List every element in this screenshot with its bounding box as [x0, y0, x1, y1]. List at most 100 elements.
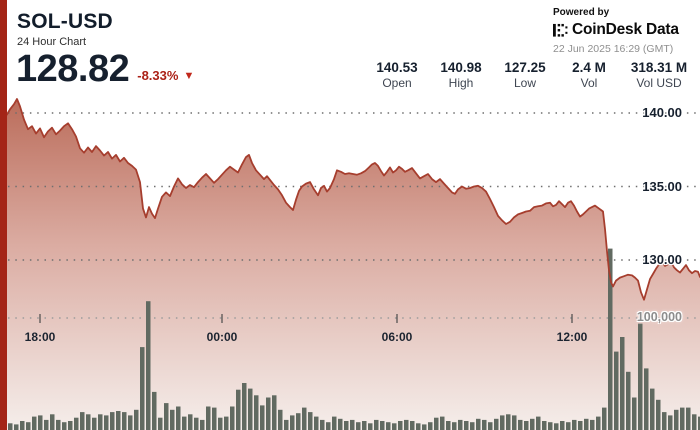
volume-bar — [8, 423, 13, 430]
volume-bar — [488, 422, 493, 430]
vol-value: 2.4 M — [572, 60, 606, 75]
volume-bar — [620, 337, 625, 430]
stat-high: 140.98 High — [429, 60, 493, 90]
time-axis-label-0600: 06:00 — [381, 330, 413, 344]
current-price: 128.82 — [16, 48, 130, 90]
volume-bar — [626, 371, 631, 430]
volume-bar — [572, 419, 577, 430]
volume-bar — [392, 423, 397, 430]
volume-bar — [602, 407, 607, 430]
volume-bar — [116, 411, 121, 430]
volume-bar — [554, 423, 559, 430]
stat-vol: 2.4 M Vol — [557, 60, 621, 90]
price-axis-label-135: 135.00 — [642, 179, 682, 194]
volume-bar — [296, 413, 301, 430]
volume-bar — [20, 421, 25, 430]
volume-bar — [692, 414, 697, 430]
volume-bar — [386, 422, 391, 430]
volume-axis-label-100k: 100,000 — [636, 310, 682, 324]
low-value: 127.25 — [504, 60, 546, 75]
price-area — [7, 99, 700, 430]
volume-bar — [122, 412, 127, 430]
volume-bar — [128, 415, 133, 430]
volume-bar — [578, 421, 583, 430]
open-label: Open — [382, 76, 412, 90]
volume-bar — [530, 418, 535, 430]
volume-bar — [416, 423, 421, 430]
volume-bar — [284, 419, 289, 430]
volume-bar — [656, 399, 661, 430]
volume-bar — [134, 409, 139, 430]
volume-bar — [518, 419, 523, 430]
volume-bar — [248, 388, 253, 430]
time-axis-label-1200: 12:00 — [556, 330, 588, 344]
volume-bar — [680, 407, 685, 430]
volume-bar — [494, 418, 499, 430]
high-label: High — [448, 76, 474, 90]
volume-bar — [242, 383, 247, 430]
coindesk-data-link[interactable]: CoinDesk Data — [553, 21, 679, 39]
volume-bar — [32, 416, 37, 430]
volume-bar — [380, 421, 385, 430]
volume-bar — [218, 417, 223, 430]
price-line — [6, 98, 700, 301]
price-axis-label-140: 140.00 — [642, 105, 682, 120]
volume-bar — [92, 417, 97, 430]
time-axis-label-1800: 18:00 — [24, 330, 56, 344]
volume-bar — [38, 415, 43, 430]
volume-bar — [212, 407, 217, 430]
volume-bar — [536, 416, 541, 430]
volume-bar — [500, 415, 505, 430]
powered-by-label: Powered by — [553, 7, 610, 18]
volume-bar — [260, 405, 265, 430]
volume-bar — [272, 395, 277, 430]
volume-bar — [344, 421, 349, 430]
volume-bar — [464, 421, 469, 430]
coindesk-data-wordmark: CoinDesk Data — [572, 21, 679, 38]
volume-bar — [206, 406, 211, 430]
volume-bar — [278, 409, 283, 430]
volume-bar — [314, 416, 319, 430]
open-value: 140.53 — [376, 60, 418, 75]
volume-bar — [302, 407, 307, 430]
volume-bars — [8, 248, 700, 430]
timestamp: 22 Jun 2025 16:29 (GMT) — [553, 43, 674, 55]
volume-bar — [452, 422, 457, 430]
volume-bar — [290, 415, 295, 430]
volume-bar — [560, 421, 565, 430]
chart-subtitle: 24 Hour Chart — [17, 36, 87, 48]
price-axis-label-130: 130.00 — [642, 252, 682, 267]
price-row: 128.82 -8.33% ▼ — [16, 49, 194, 89]
volume-bar — [674, 409, 679, 430]
volume-bar — [362, 421, 367, 430]
volume-bar — [662, 412, 667, 430]
volume-bar — [404, 419, 409, 430]
volume-bar — [188, 414, 193, 430]
volume-bar — [584, 418, 589, 430]
volume-bar — [458, 419, 463, 430]
volume-bar — [596, 416, 601, 430]
volume-bar — [308, 412, 313, 430]
volume-bar — [410, 421, 415, 430]
volume-bar — [686, 407, 691, 430]
volume-bar — [632, 397, 637, 430]
volume-bar — [506, 414, 511, 430]
stat-low: 127.25 Low — [493, 60, 557, 90]
volume-bar — [98, 414, 103, 430]
volume-bar — [50, 414, 55, 430]
volume-bar — [338, 418, 343, 430]
volume-bar — [332, 416, 337, 430]
volume-bar — [86, 414, 91, 430]
stat-open: 140.53 Open — [365, 60, 429, 90]
volume-bar — [320, 419, 325, 430]
volume-bar — [164, 403, 169, 430]
volume-bar — [644, 368, 649, 430]
down-triangle-icon: ▼ — [183, 70, 195, 82]
volume-bar — [230, 406, 235, 430]
volume-bar — [254, 395, 259, 430]
chart-header: SOL-USD 24 Hour Chart — [17, 10, 113, 48]
volume-bar — [44, 419, 49, 430]
high-value: 140.98 — [440, 60, 482, 75]
